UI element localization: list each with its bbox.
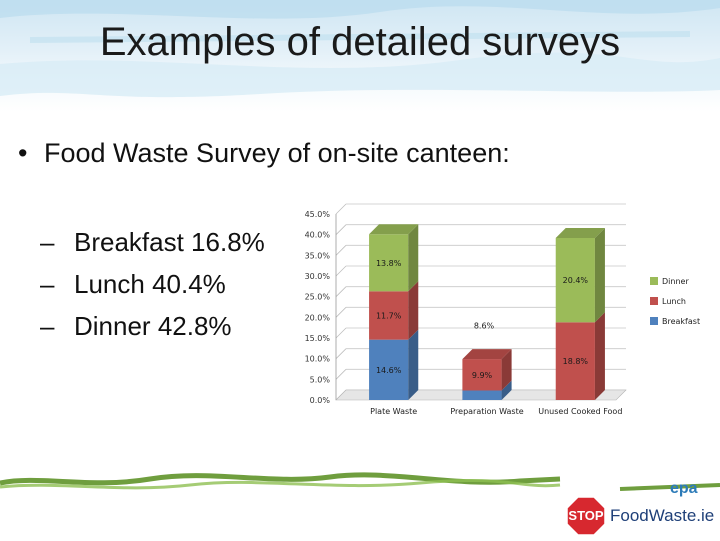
legend-label: Dinner xyxy=(662,277,689,286)
bar-side-dinner xyxy=(408,224,419,292)
grid-line-side xyxy=(335,307,347,318)
y-tick-label: 20.0% xyxy=(305,313,331,322)
y-tick-label: 10.0% xyxy=(305,355,331,364)
y-tick-label: 15.0% xyxy=(305,334,331,343)
bullet-text: Food Waste Survey of on-site canteen: xyxy=(44,138,510,168)
legend-swatch xyxy=(650,277,658,285)
data-label: 20.4% xyxy=(563,276,589,285)
bar-segment-lunch xyxy=(555,322,595,400)
x-tick-label: Plate Waste xyxy=(370,407,417,416)
bar-side-lunch xyxy=(408,281,419,340)
grid-line-side xyxy=(335,286,347,297)
slide-title: Examples of detailed surveys xyxy=(99,20,621,64)
y-tick-label: 45.0% xyxy=(305,210,331,219)
footer-brush xyxy=(0,472,720,491)
grid-line-side xyxy=(335,245,347,256)
legend-swatch xyxy=(650,297,658,305)
data-label: 13.8% xyxy=(376,259,402,268)
bar-segment-breakfast xyxy=(462,390,502,400)
data-label: 18.8% xyxy=(563,357,589,366)
data-label: 9.9% xyxy=(472,371,493,380)
y-tick-label: 5.0% xyxy=(310,375,331,384)
legend-label: Breakfast xyxy=(662,317,700,326)
stop-foodwaste-logo: STOP FoodWaste.ie xyxy=(566,496,714,536)
bar-side-lunch xyxy=(501,349,512,391)
sub-item-lunch: – Lunch 40.4% xyxy=(40,269,226,300)
y-tick-label: 40.0% xyxy=(305,231,331,240)
sub-item-text: Lunch 40.4% xyxy=(74,269,226,299)
sub-item-breakfast: – Breakfast 16.8% xyxy=(40,227,265,258)
bar-top xyxy=(462,349,512,360)
bar-side-breakfast xyxy=(408,329,419,400)
y-tick-label: 25.0% xyxy=(305,293,331,302)
grid-line-side xyxy=(335,348,347,359)
bar-segment-lunch xyxy=(462,359,502,391)
stop-sign-icon: STOP xyxy=(566,496,606,536)
stacked-bar-chart: 0.0% 5.0% 10.0% 15.0% 20.0% 25.0% 30.0% 35.0% 40… xyxy=(305,203,700,416)
bar-side-breakfast xyxy=(501,380,512,400)
bar-side-dinner xyxy=(594,227,605,323)
stop-text: STOP xyxy=(568,508,604,523)
brush-decoration xyxy=(0,0,720,98)
bar-top xyxy=(555,227,605,238)
logo-name: FoodWaste.ie xyxy=(610,506,715,525)
x-tick-label: Preparation Waste xyxy=(450,407,523,416)
grid-line-side xyxy=(335,327,347,339)
bar-segment-lunch xyxy=(369,291,409,340)
bar-side-lunch xyxy=(594,312,605,400)
sub-item-text: Dinner 42.8% xyxy=(74,311,232,341)
epa-logo: epa xyxy=(670,480,698,497)
x-tick-label: Unused Cooked Food xyxy=(538,407,622,416)
grid-line-side xyxy=(335,369,347,380)
y-tick-label: 35.0% xyxy=(305,251,331,260)
header-band xyxy=(0,0,720,112)
bar-segment-dinner xyxy=(369,234,409,292)
sub-marker: – xyxy=(40,269,55,299)
data-label: 14.6% xyxy=(376,366,402,375)
bullet-item: • Food Waste Survey of on-site canteen: xyxy=(18,138,510,169)
y-tick-label: 30.0% xyxy=(305,272,331,281)
bar-segment-breakfast xyxy=(369,339,409,400)
sub-marker: – xyxy=(40,311,55,341)
bullet-marker: • xyxy=(18,138,28,168)
sub-item-dinner: – Dinner 42.8% xyxy=(40,311,232,342)
legend-swatch xyxy=(650,317,658,325)
sub-item-text: Breakfast 16.8% xyxy=(74,227,265,257)
grid-line-side xyxy=(335,224,347,235)
data-label: 11.7% xyxy=(376,311,402,320)
legend-label: Lunch xyxy=(662,297,686,306)
sub-marker: – xyxy=(40,227,55,257)
bar-segment-dinner xyxy=(555,237,595,323)
grid-line-side xyxy=(335,265,347,277)
y-tick-label: 0.0% xyxy=(310,396,331,405)
data-label: 8.6% xyxy=(474,322,495,331)
bar-top xyxy=(369,224,419,235)
grid-line-side xyxy=(335,203,347,215)
